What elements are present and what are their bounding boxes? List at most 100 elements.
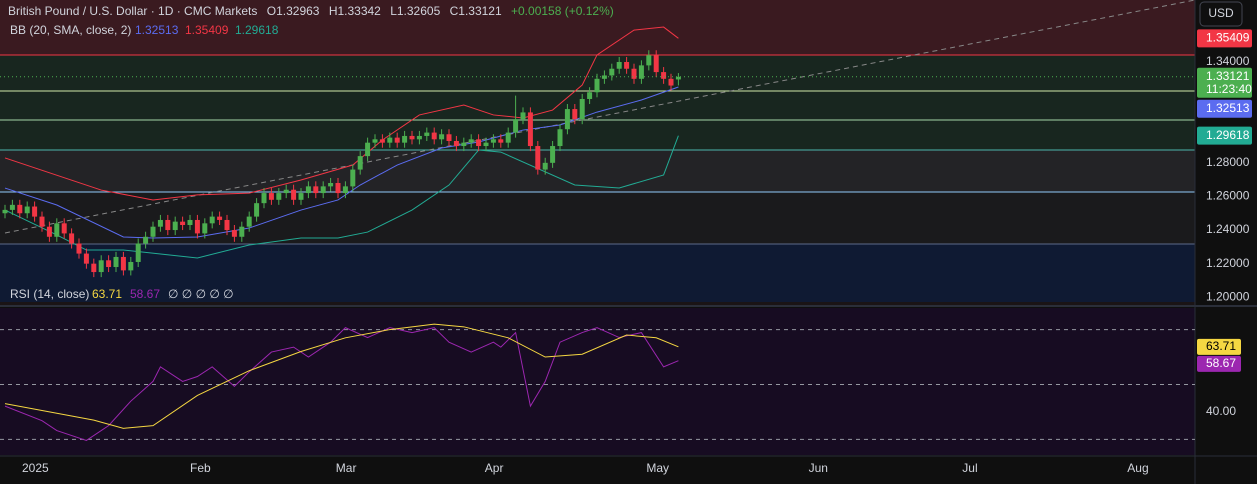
bollinger-band (4, 135, 679, 259)
candle-body (150, 226, 156, 237)
x-tick-label: Feb (190, 461, 211, 475)
candle-body (675, 76, 681, 80)
candle-body (165, 219, 171, 231)
candle-body (394, 137, 400, 143)
candle-body (490, 139, 496, 143)
candle-body (283, 189, 289, 194)
candle-body (483, 142, 489, 147)
candle-body (638, 65, 644, 79)
ohlc: L1.32605 (390, 4, 441, 18)
candle-body (372, 139, 378, 143)
symbol: British Pound / U.S. Dollar · 1D · CMC M… (8, 4, 258, 18)
candle-body (513, 119, 519, 133)
currency: USD (1208, 6, 1234, 20)
candle-body (69, 233, 75, 244)
price-tag (1197, 67, 1252, 98)
currency-box[interactable] (1199, 1, 1243, 27)
rsi-placeholders: ∅ ∅ ∅ ∅ ∅ (168, 287, 234, 301)
bb-title: BB (20, SMA, close, 2) (10, 23, 131, 37)
x-tick-label: May (646, 461, 669, 475)
candle-body (239, 226, 245, 237)
x-tick-label: Jul (962, 461, 977, 475)
x-tick-label: 2025 (22, 461, 49, 475)
candle-body (32, 206, 38, 217)
candle-body (468, 139, 474, 143)
candle-body (616, 62, 622, 69)
candle-body (224, 219, 230, 231)
candle-body (542, 162, 548, 170)
rsi-tag-label: 63.71 (1206, 339, 1236, 353)
candle-body (83, 253, 89, 264)
bb-value: 1.35409 (185, 23, 229, 37)
candle-body (476, 139, 482, 147)
candle-body (416, 135, 422, 140)
change: +0.00158 (+0.12%) (511, 4, 614, 18)
candle-body (91, 263, 97, 273)
bb-value: 1.29618 (235, 23, 279, 37)
candle-body (624, 62, 630, 69)
candle-body (653, 55, 659, 73)
candle-body (254, 203, 260, 217)
candle-body (564, 109, 570, 130)
rsi-pane-bg (0, 308, 1195, 455)
rsi-title: RSI (14, close) (10, 287, 89, 301)
candle-body (246, 216, 252, 227)
zone (0, 244, 1195, 302)
candle-body (17, 204, 23, 214)
candle-body (631, 68, 637, 79)
price-tag-label: 1.35409 (1206, 31, 1250, 45)
candle-body (187, 219, 193, 226)
candle-body (298, 193, 304, 200)
candle-body (106, 260, 112, 268)
candle-body (313, 186, 319, 194)
candle-body (202, 223, 208, 234)
price-tag-label: 1.33121 (1206, 69, 1250, 83)
x-tick-label: Jun (809, 461, 828, 475)
price-tag-label: 1.32513 (1206, 101, 1250, 115)
candle-body (402, 135, 408, 143)
candle-body (646, 55, 652, 66)
candle-body (609, 68, 615, 76)
candle-body (157, 219, 163, 227)
candle-body (535, 146, 541, 170)
candle-body (54, 223, 60, 237)
candle-body (291, 189, 297, 200)
candle-body (357, 156, 363, 170)
candle-body (453, 140, 459, 147)
bb-value: 1.32513 (135, 23, 179, 37)
candle-body (365, 142, 371, 157)
candle-body (387, 137, 393, 143)
y-tick-label: 40.00 (1206, 404, 1236, 418)
candle-body (424, 132, 430, 136)
y-tick-label: 1.20000 (1206, 289, 1250, 303)
price-tag (1197, 29, 1252, 48)
candle-body (579, 98, 585, 120)
candle-body (128, 261, 134, 271)
countdown: 11:23:40 (1206, 82, 1252, 96)
candle-body (328, 183, 334, 187)
candle-body (379, 139, 385, 143)
rsi-tag (1197, 338, 1241, 355)
candle-body (2, 209, 8, 214)
candle-body (439, 134, 445, 140)
candle-body (120, 256, 126, 271)
candle-body (409, 135, 415, 140)
candle-body (520, 112, 526, 120)
candle-body (527, 112, 533, 147)
candle-body (209, 216, 215, 224)
candle-body (46, 226, 52, 237)
trend-line (4, 0, 1196, 234)
rsi-value: 63.71 (92, 287, 122, 301)
candle-body (76, 243, 82, 254)
candle-body (113, 256, 119, 268)
rsi-line (4, 323, 679, 429)
candle-body (594, 78, 600, 93)
candle-body (572, 109, 578, 120)
x-tick-label: Apr (485, 461, 504, 475)
candle-body (305, 186, 311, 194)
candle-body (446, 134, 452, 141)
candle-body (24, 206, 30, 214)
x-tick-label: Mar (336, 461, 357, 475)
